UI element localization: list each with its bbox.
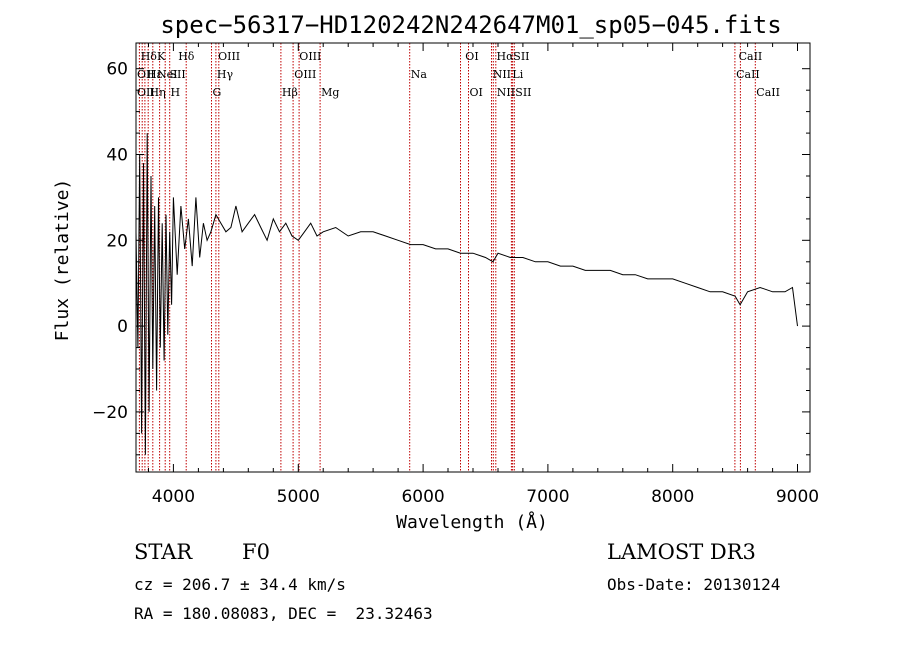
x-tick-label: 4000	[152, 487, 195, 507]
y-tick-label: 20	[106, 231, 128, 251]
emission-line-label: Hδ	[178, 50, 195, 63]
emission-line-label: NII	[497, 86, 515, 99]
emission-line-label: SII	[170, 68, 186, 81]
emission-line-label: H	[171, 86, 181, 99]
observation-date: Obs-Date: 20130124	[607, 575, 781, 594]
x-tick-label: 8000	[651, 487, 694, 507]
x-tick-label: 9000	[776, 487, 819, 507]
emission-line-label: K	[157, 50, 166, 63]
emission-line-label: Na	[411, 68, 428, 81]
emission-line-label: OII	[137, 68, 155, 81]
y-axis-label: Flux (relative)	[52, 179, 73, 342]
spectrum-series-line	[135, 133, 798, 455]
emission-line-label: OII	[137, 86, 155, 99]
emission-line-label: CaII	[736, 68, 760, 81]
emission-line-label: OIII	[294, 68, 316, 81]
emission-line-label: Li	[512, 68, 523, 81]
y-tick-label: −20	[92, 403, 128, 423]
emission-line-label: OI	[465, 50, 478, 63]
y-tick-label: 0	[117, 317, 128, 337]
emission-line-label: Hβ	[282, 86, 298, 99]
x-tick-label: 5000	[277, 487, 320, 507]
emission-line-label: CaII	[739, 50, 763, 63]
y-tick-label: 40	[106, 146, 128, 166]
y-tick-label: 60	[106, 60, 128, 80]
emission-line-label: Hε	[147, 68, 163, 81]
x-tick-label: 6000	[401, 487, 444, 507]
emission-line-markers	[138, 43, 756, 472]
emission-line-label: OI	[470, 86, 483, 99]
emission-line-label: Hη	[150, 86, 166, 99]
x-tick-label: 7000	[526, 487, 569, 507]
y-axis-ticks: −20 0 20 40 60	[92, 60, 810, 456]
emission-line-label: SII	[515, 86, 531, 99]
x-axis-label: Wavelength (Å)	[396, 511, 548, 533]
object-type: STAR	[134, 540, 193, 564]
plot-frame	[135, 42, 811, 473]
emission-line-label: NeI	[157, 68, 177, 81]
x-axis-ticks: 4000 5000 6000 7000 8000 9000	[148, 43, 819, 507]
emission-line-label: Hγ	[217, 68, 234, 81]
emission-line-label: Mg	[321, 86, 339, 99]
emission-line-label: OIII	[299, 50, 321, 63]
survey-name: LAMOST DR3	[607, 540, 756, 564]
emission-line-label: NII	[493, 68, 511, 81]
emission-line-label: OIII	[218, 50, 240, 63]
coordinates: RA = 180.08083, DEC = 23.32463	[134, 604, 433, 623]
redshift-velocity: cz = 206.7 ± 34.4 km/s	[134, 575, 346, 594]
emission-line-label: SII	[513, 50, 529, 63]
emission-line-label: CaII	[756, 86, 780, 99]
spectral-subclass: F0	[242, 540, 270, 564]
emission-line-label: Hδ	[141, 50, 158, 63]
emission-line-label: Hα	[497, 50, 515, 63]
emission-line-label: G	[213, 86, 222, 99]
chart-title: spec−56317−HD120242N242647M01_sp05−045.f…	[160, 11, 781, 39]
